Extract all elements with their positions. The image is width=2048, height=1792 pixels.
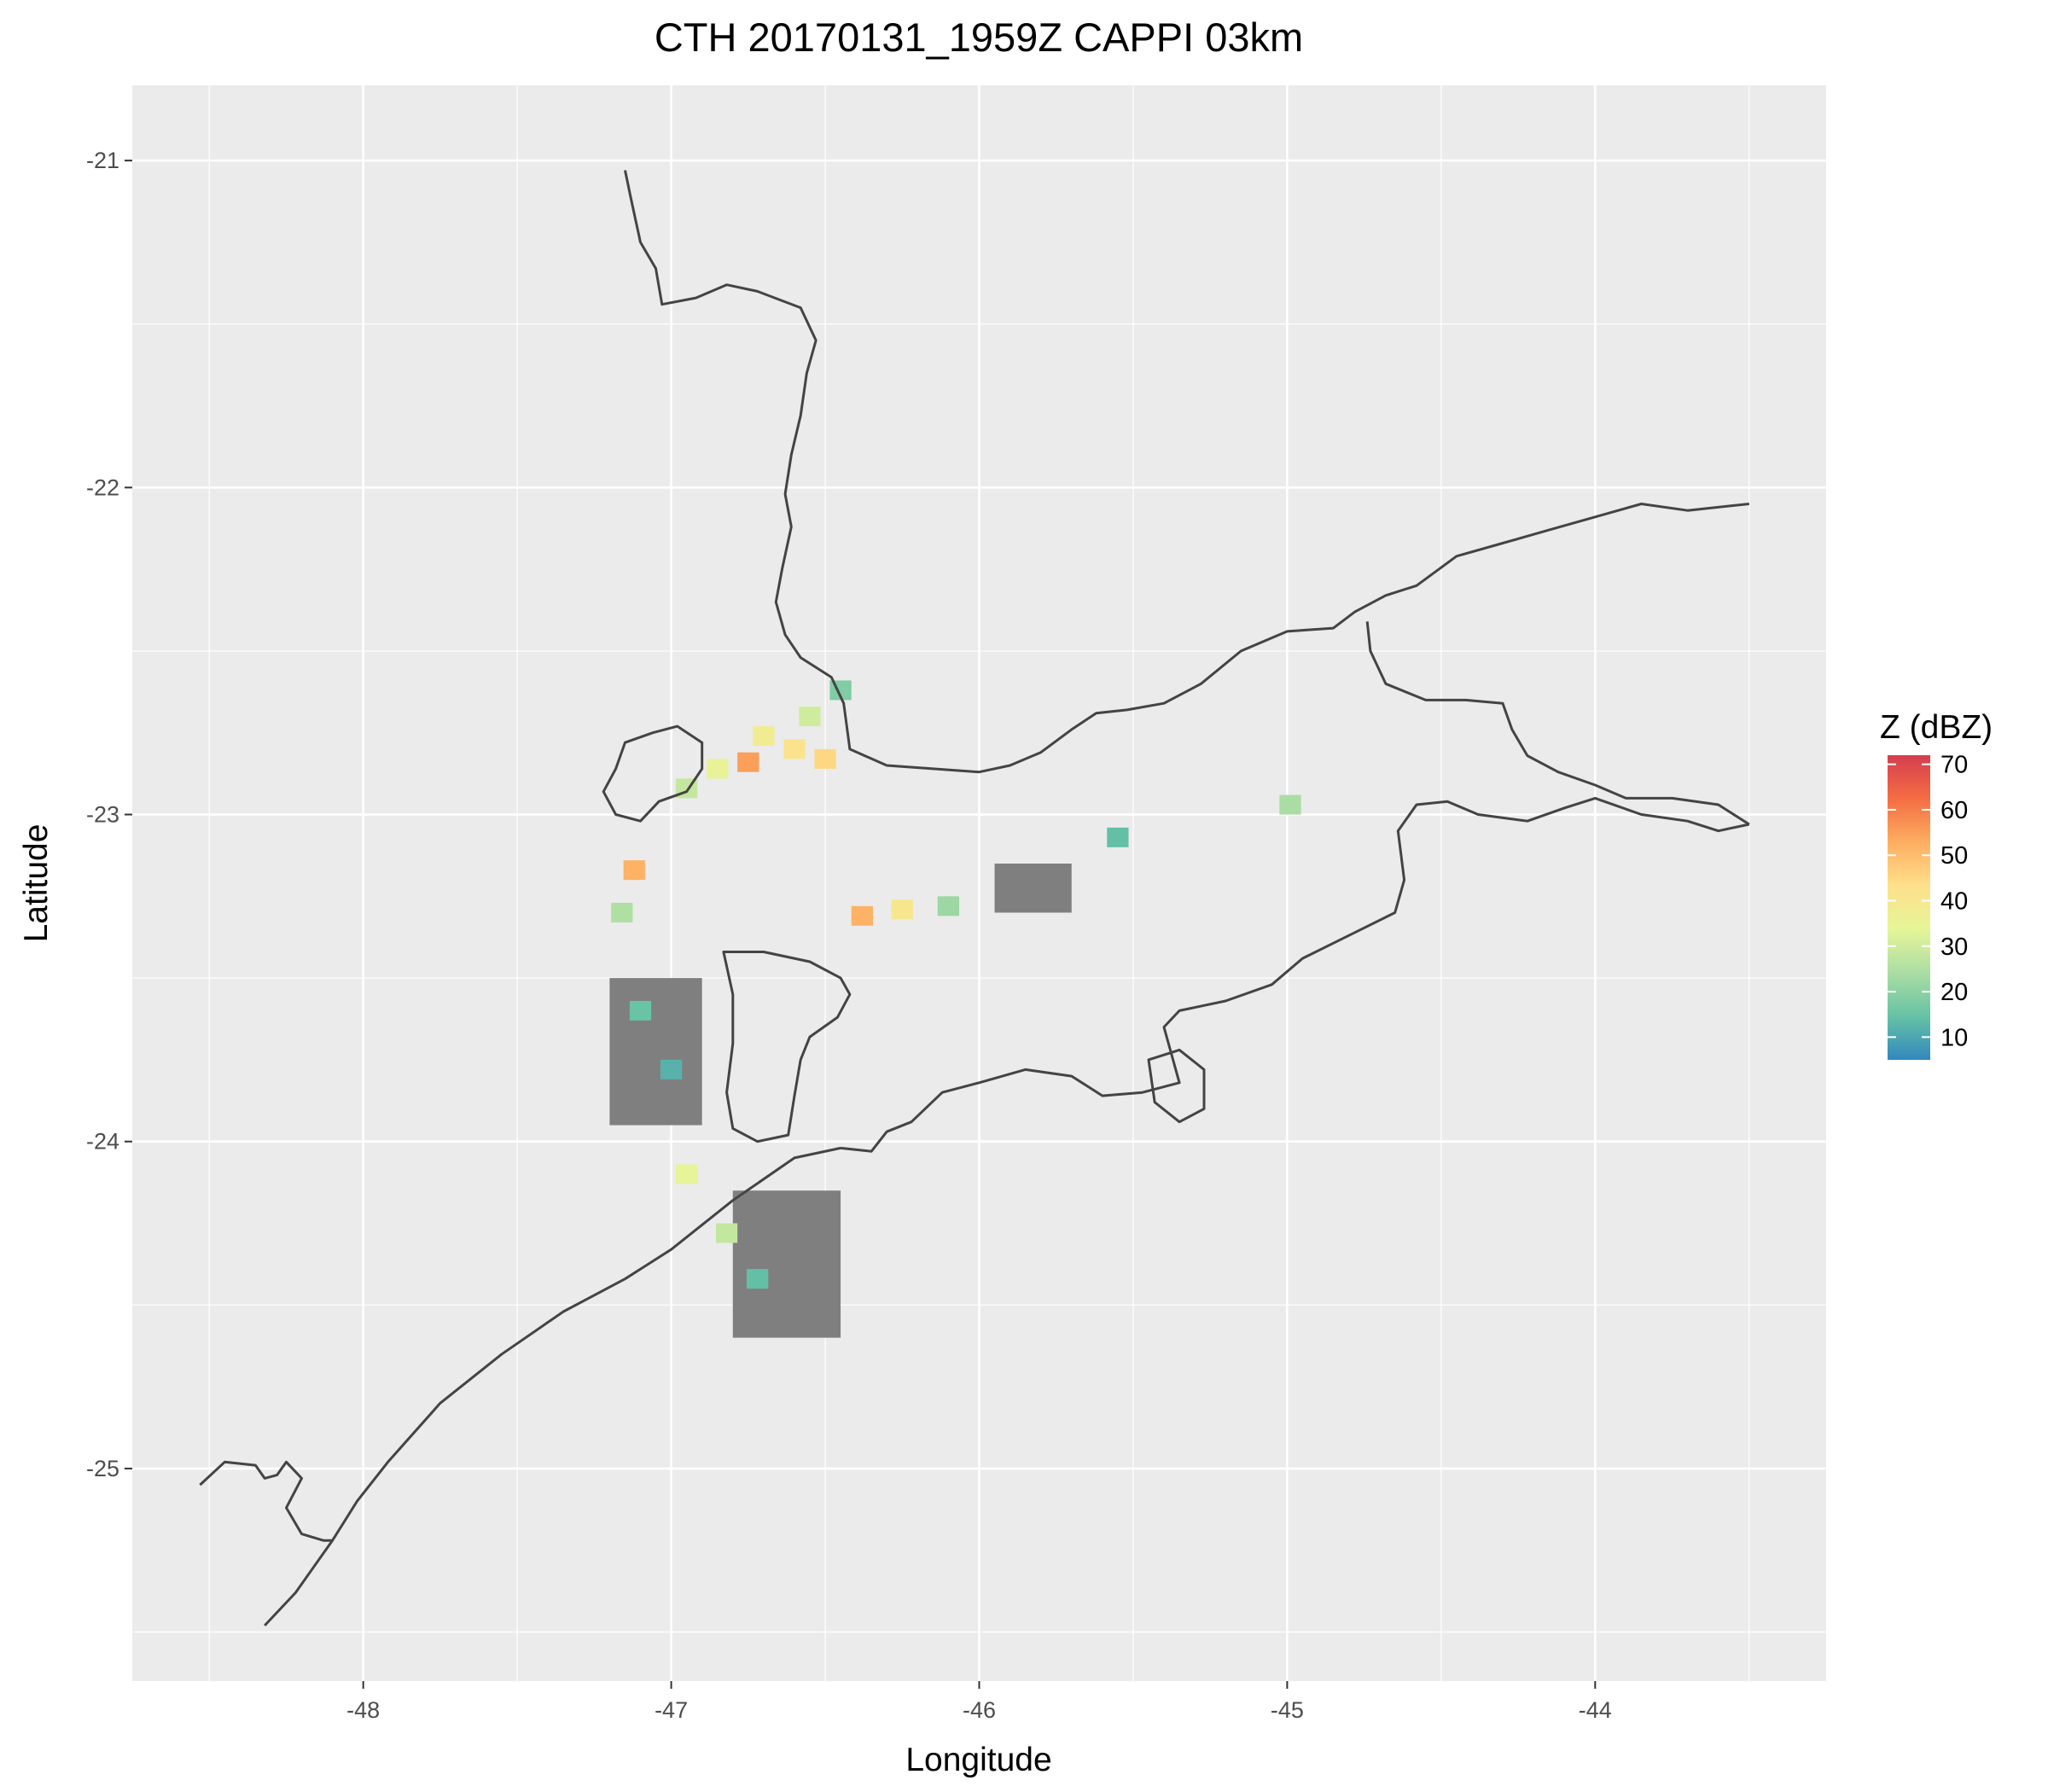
y-tick-label: -22 <box>86 474 119 500</box>
reflectivity-cell <box>1107 827 1129 847</box>
no-data-region <box>994 864 1072 913</box>
y-tick-label: -21 <box>86 148 119 173</box>
legend-tick-label: 30 <box>1940 934 1968 961</box>
reflectivity-cell <box>629 1000 652 1021</box>
reflectivity-cell <box>753 726 775 747</box>
reflectivity-cell <box>783 739 806 759</box>
reflectivity-cell <box>737 752 759 772</box>
reflectivity-cell <box>611 902 633 922</box>
reflectivity-cell <box>747 1269 769 1289</box>
reflectivity-cell <box>814 748 836 769</box>
reflectivity-cell <box>891 899 913 920</box>
basin-outline-line <box>602 724 704 823</box>
y-tick-label: -24 <box>86 1129 119 1155</box>
reflectivity-cell <box>715 1223 738 1243</box>
y-axis-ticks: -21 -22 -23 -24 -25 <box>86 148 132 1481</box>
x-tick-label: -47 <box>655 1697 688 1723</box>
x-tick-label: -48 <box>346 1697 380 1723</box>
reflectivity-cell <box>937 896 960 916</box>
no-data-region <box>732 1190 841 1338</box>
reflectivity-cell <box>799 707 821 727</box>
map-boundaries <box>199 170 1750 1626</box>
reflectivity-cell <box>1279 794 1301 815</box>
reflectivity-cell <box>707 759 729 779</box>
pr-border-line <box>199 1460 333 1542</box>
y-tick-label: -25 <box>86 1456 119 1481</box>
legend-color-bar <box>1888 755 1930 1060</box>
island-line <box>1147 1048 1206 1124</box>
legend-tick-label: 10 <box>1940 1024 1968 1051</box>
plot-title: CTH 20170131_1959Z CAPPI 03km <box>655 15 1303 60</box>
reflectivity-cell <box>851 905 873 926</box>
reflectivity-cell <box>676 1164 698 1184</box>
legend-tick-label: 40 <box>1940 888 1968 916</box>
valley-outline-line <box>722 951 852 1143</box>
rj-border-line <box>1365 621 1750 826</box>
legend-tick-label: 50 <box>1940 842 1968 870</box>
y-tick-label: -23 <box>86 802 119 828</box>
reflectivity-cell <box>660 1059 683 1079</box>
x-tick-label: -45 <box>1271 1697 1304 1723</box>
colorbar-legend: Z (dBZ) 10 20 30 40 50 60 70 <box>1880 709 1993 1060</box>
legend-title: Z (dBZ) <box>1880 709 1993 746</box>
y-axis-title: Latitude <box>18 824 55 943</box>
no-data-region <box>609 978 702 1126</box>
x-axis-title: Longitude <box>905 1742 1051 1778</box>
reflectivity-cell <box>623 860 645 881</box>
x-tick-label: -46 <box>963 1697 996 1723</box>
coast-sp-line <box>840 796 1750 1153</box>
legend-tick-label: 60 <box>1940 797 1968 824</box>
x-axis-ticks: -48 -47 -46 -45 -44 <box>346 1681 1612 1723</box>
state-boundary-line <box>624 170 1749 774</box>
legend-ticks: 10 20 30 40 50 60 70 <box>1888 752 1968 1051</box>
reflectivity-layer <box>609 680 1301 1338</box>
x-tick-label: -44 <box>1579 1697 1612 1723</box>
legend-tick-label: 20 <box>1940 979 1968 1006</box>
legend-tick-label: 70 <box>1940 752 1968 779</box>
